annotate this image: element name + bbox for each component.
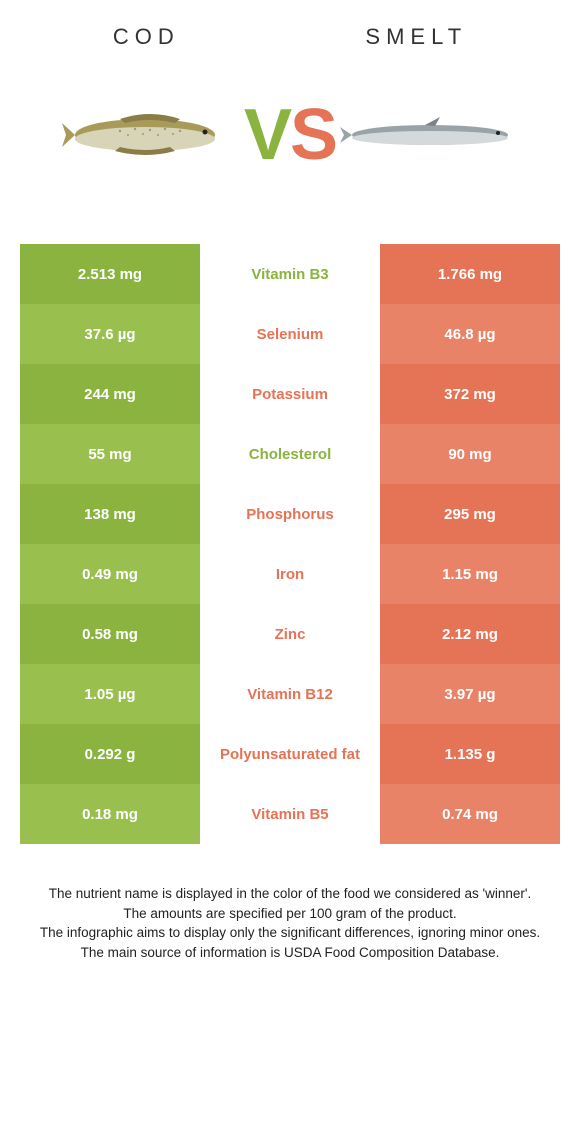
value-left: 37.6 µg (20, 304, 200, 364)
value-right: 1.15 mg (380, 544, 560, 604)
value-right: 1.766 mg (380, 244, 560, 304)
smelt-image (340, 90, 520, 180)
value-right: 295 mg (380, 484, 560, 544)
comparison-table: 2.513 mgVitamin B31.766 mg37.6 µgSeleniu… (20, 244, 560, 844)
vs-label: VS (244, 94, 336, 176)
vs-s: S (290, 94, 336, 176)
value-right: 2.12 mg (380, 604, 560, 664)
nutrient-name: Polyunsaturated fat (200, 724, 380, 784)
value-left: 138 mg (20, 484, 200, 544)
footer-line: The infographic aims to display only the… (28, 923, 552, 943)
value-right: 372 mg (380, 364, 560, 424)
value-left: 0.58 mg (20, 604, 200, 664)
vs-row: VS (0, 50, 580, 230)
nutrient-name: Cholesterol (200, 424, 380, 484)
value-left: 244 mg (20, 364, 200, 424)
value-right: 0.74 mg (380, 784, 560, 844)
table-row: 37.6 µgSelenium46.8 µg (20, 304, 560, 364)
header: Cod Smelt (0, 0, 580, 50)
table-row: 244 mgPotassium372 mg (20, 364, 560, 424)
nutrient-name: Iron (200, 544, 380, 604)
cod-image (60, 90, 240, 180)
value-right: 90 mg (380, 424, 560, 484)
nutrient-name: Selenium (200, 304, 380, 364)
nutrient-name: Potassium (200, 364, 380, 424)
value-right: 1.135 g (380, 724, 560, 784)
nutrient-name: Phosphorus (200, 484, 380, 544)
value-right: 3.97 µg (380, 664, 560, 724)
footer-line: The amounts are specified per 100 gram o… (28, 904, 552, 924)
table-row: 1.05 µgVitamin B123.97 µg (20, 664, 560, 724)
table-row: 0.18 mgVitamin B50.74 mg (20, 784, 560, 844)
footer-notes: The nutrient name is displayed in the co… (0, 844, 580, 962)
table-row: 0.58 mgZinc2.12 mg (20, 604, 560, 664)
table-row: 138 mgPhosphorus295 mg (20, 484, 560, 544)
title-right: Smelt (365, 24, 467, 50)
table-row: 55 mgCholesterol90 mg (20, 424, 560, 484)
vs-v: V (244, 94, 290, 176)
footer-line: The main source of information is USDA F… (28, 943, 552, 963)
value-left: 55 mg (20, 424, 200, 484)
value-right: 46.8 µg (380, 304, 560, 364)
footer-line: The nutrient name is displayed in the co… (28, 884, 552, 904)
nutrient-name: Zinc (200, 604, 380, 664)
nutrient-name: Vitamin B3 (200, 244, 380, 304)
nutrient-name: Vitamin B12 (200, 664, 380, 724)
value-left: 0.18 mg (20, 784, 200, 844)
value-left: 0.292 g (20, 724, 200, 784)
value-left: 1.05 µg (20, 664, 200, 724)
table-row: 2.513 mgVitamin B31.766 mg (20, 244, 560, 304)
table-row: 0.49 mgIron1.15 mg (20, 544, 560, 604)
table-row: 0.292 gPolyunsaturated fat1.135 g (20, 724, 560, 784)
value-left: 0.49 mg (20, 544, 200, 604)
nutrient-name: Vitamin B5 (200, 784, 380, 844)
value-left: 2.513 mg (20, 244, 200, 304)
title-left: Cod (113, 24, 180, 50)
